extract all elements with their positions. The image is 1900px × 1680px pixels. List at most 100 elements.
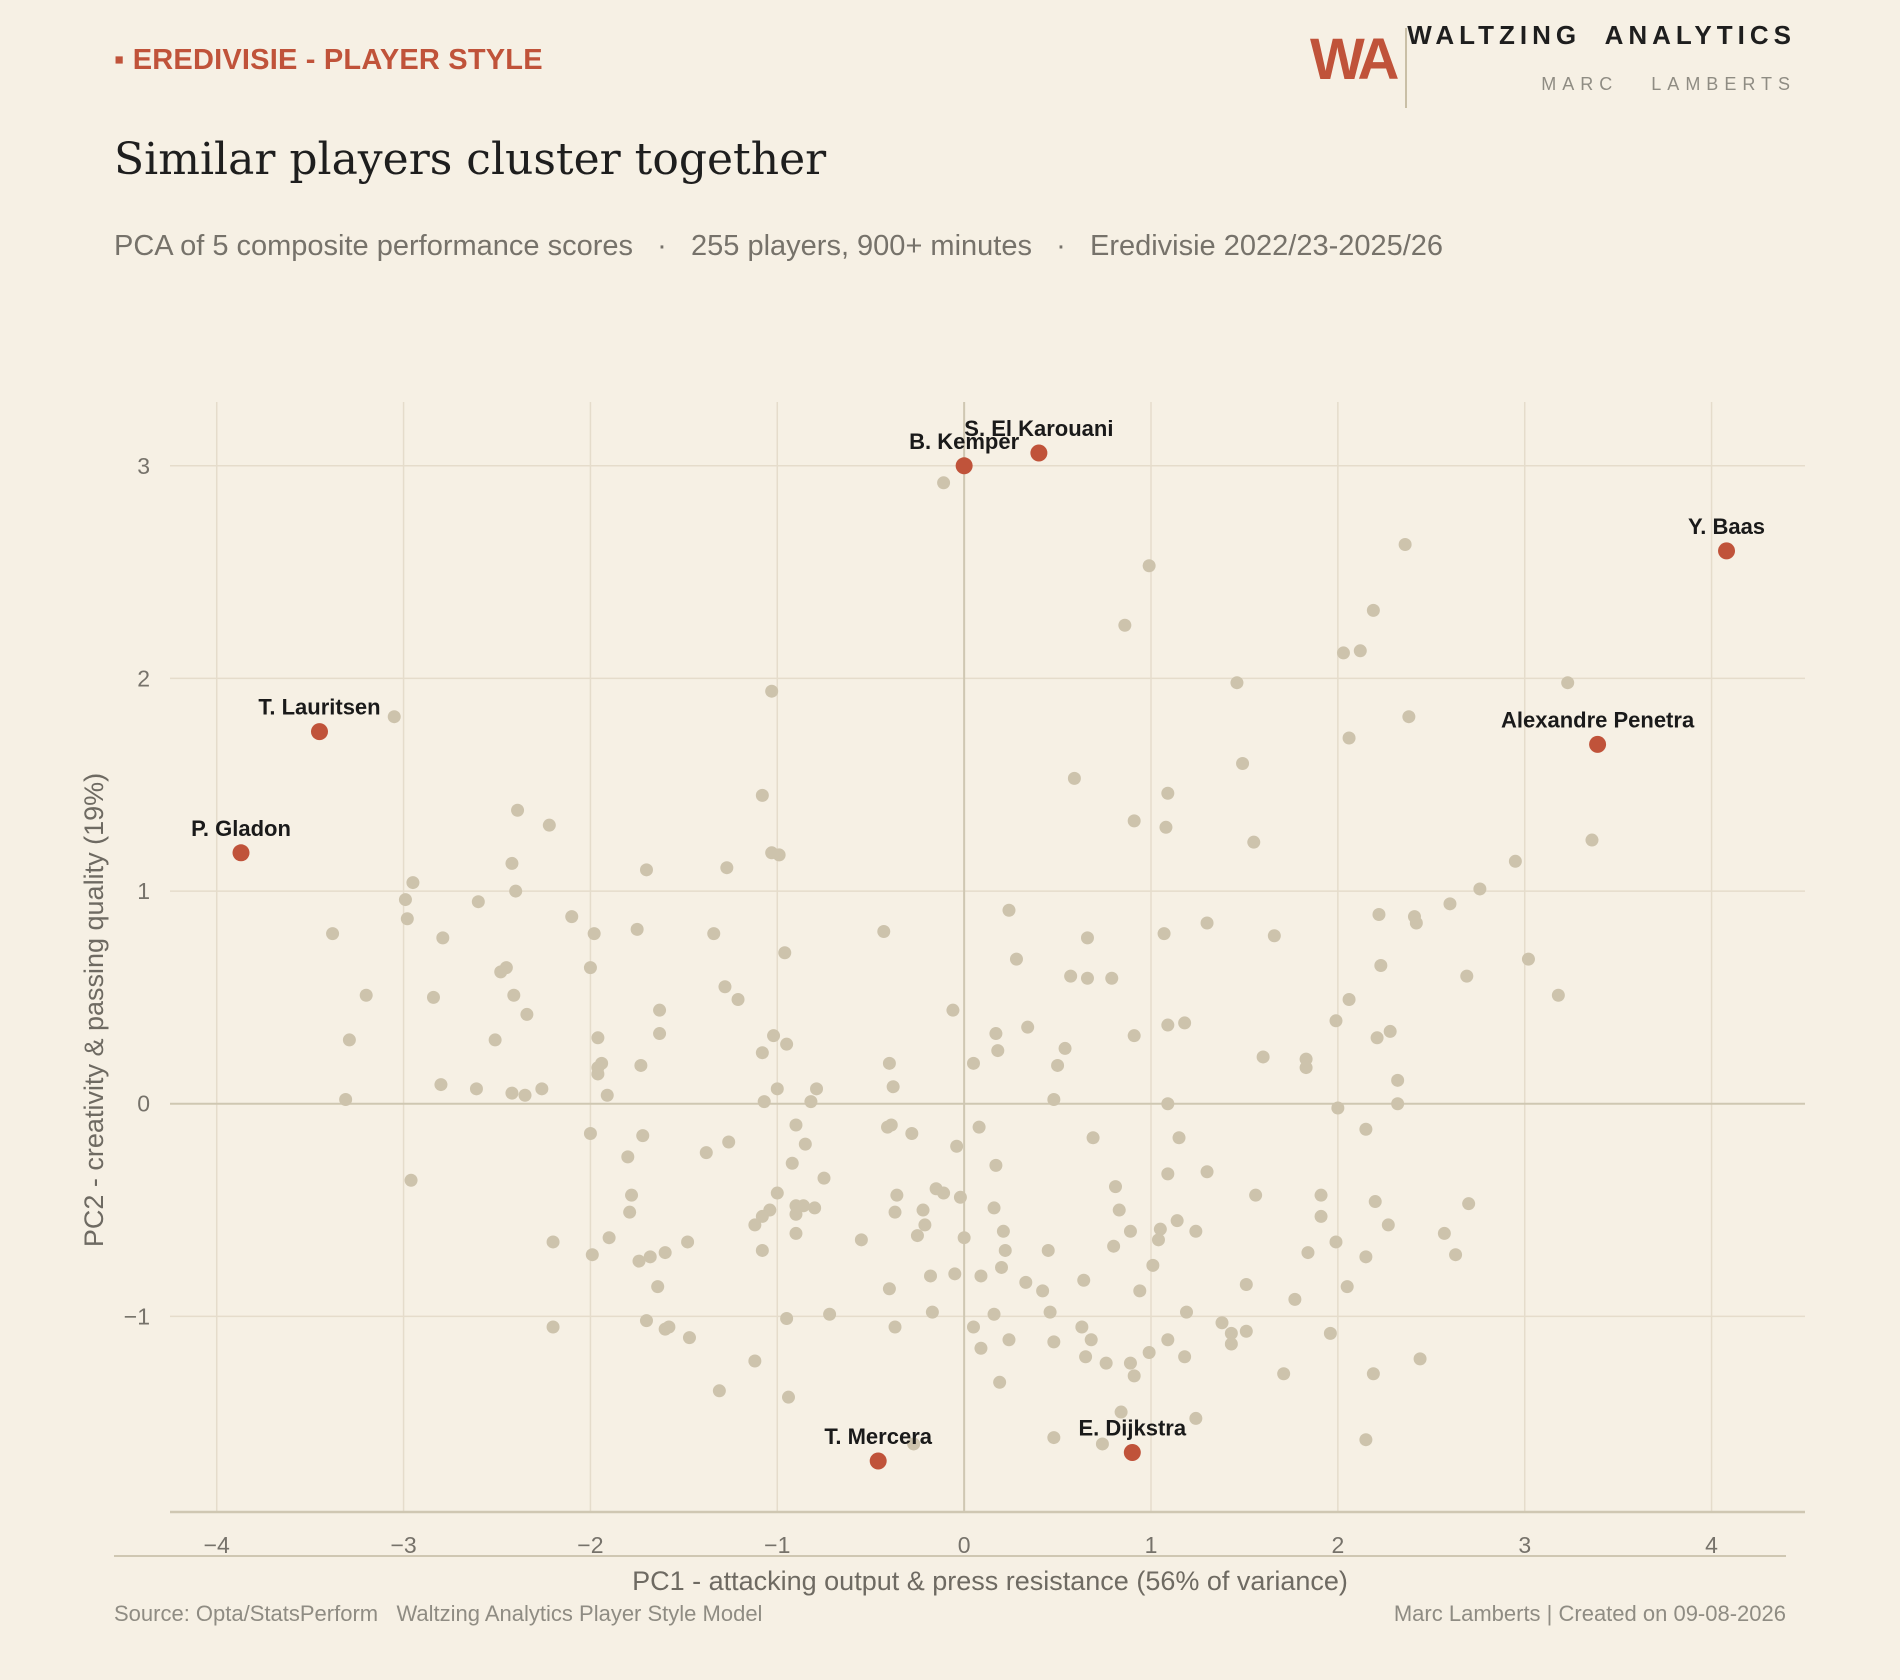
data-point [1080, 971, 1094, 985]
data-point [888, 1320, 902, 1334]
data-point [1161, 1333, 1175, 1347]
data-point [1224, 1326, 1238, 1340]
data-point [1551, 988, 1565, 1002]
data-point [925, 1305, 939, 1319]
data-point [1249, 1188, 1263, 1202]
data-point [755, 1046, 769, 1060]
data-point [658, 1246, 672, 1260]
data-point [359, 988, 373, 1002]
data-point [882, 1056, 896, 1070]
data-point [957, 1231, 971, 1245]
data-point [1108, 1180, 1122, 1194]
y-tick-label: 3 [137, 453, 150, 479]
data-point [1224, 1337, 1238, 1351]
data-point [546, 1235, 560, 1249]
data-point [770, 1186, 784, 1200]
data-point [1340, 1280, 1354, 1294]
data-point [950, 1139, 964, 1153]
data-point [505, 1086, 519, 1100]
data-point [854, 1233, 868, 1247]
data-point [583, 961, 597, 975]
x-tick-label: 1 [1145, 1532, 1158, 1558]
x-tick-label: −2 [577, 1532, 603, 1558]
data-point [1178, 1350, 1192, 1364]
data-point [882, 1282, 896, 1296]
data-point [1142, 559, 1156, 573]
data-point [1359, 1433, 1373, 1447]
data-point [1021, 1020, 1035, 1034]
data-point [781, 1390, 795, 1404]
data-point [780, 1037, 794, 1051]
data-point [1323, 1326, 1337, 1340]
data-point [632, 1254, 646, 1268]
data-point [804, 1095, 818, 1109]
data-point [1215, 1316, 1229, 1330]
data-point [1336, 646, 1350, 660]
data-point [1064, 969, 1078, 983]
data-point [1329, 1014, 1343, 1028]
data-point [1105, 971, 1119, 985]
data-point [630, 922, 644, 936]
data-point [1370, 1031, 1384, 1045]
data-point [653, 1027, 667, 1041]
data-point [907, 1437, 921, 1451]
data-point [1239, 1324, 1253, 1338]
data-point [1267, 929, 1281, 943]
data-point [810, 1082, 824, 1096]
data-point [755, 1209, 769, 1223]
data-point [1002, 903, 1016, 917]
data-point [953, 1190, 967, 1204]
data-point [600, 1088, 614, 1102]
x-tick-label: −1 [764, 1532, 790, 1558]
data-point [1247, 835, 1261, 849]
x-tick-label: 2 [1331, 1532, 1344, 1558]
brand-logo: WA [1310, 27, 1399, 92]
data-point [1084, 1333, 1098, 1347]
data-point [326, 927, 340, 941]
data-point [1473, 882, 1487, 896]
data-point [1372, 907, 1386, 921]
data-point [1200, 916, 1214, 930]
data-point [1161, 1167, 1175, 1181]
data-point [1019, 1275, 1033, 1289]
data-point [434, 1078, 448, 1092]
data-point [991, 1044, 1005, 1058]
source-note: Source: Opta/StatsPerform Waltzing Analy… [114, 1601, 763, 1626]
data-point [436, 931, 450, 945]
data-point [634, 1058, 648, 1072]
x-tick-label: 0 [958, 1532, 971, 1558]
brand-author: MARC LAMBERTS [1541, 74, 1796, 94]
data-point [817, 1171, 831, 1185]
data-point [682, 1331, 696, 1345]
data-point [1381, 1218, 1395, 1232]
data-point [511, 803, 525, 817]
data-point [1178, 1016, 1192, 1030]
data-point [998, 1243, 1012, 1257]
data-point [731, 993, 745, 1007]
data-point [1159, 820, 1173, 834]
data-point [780, 1311, 794, 1325]
data-point [426, 990, 440, 1004]
data-point [966, 1320, 980, 1334]
data-point [1151, 1233, 1165, 1247]
data-point [583, 1126, 597, 1140]
data-point [1374, 959, 1388, 973]
data-point [1041, 1243, 1055, 1257]
data-point [1146, 1258, 1160, 1272]
data-point [471, 895, 485, 909]
data-point [623, 1205, 637, 1219]
data-point [1047, 1092, 1061, 1106]
data-point [1331, 1101, 1345, 1115]
highlighted-point [1589, 735, 1607, 753]
data-point [707, 927, 721, 941]
data-point [535, 1082, 549, 1096]
data-point [1277, 1367, 1291, 1381]
highlighted-point [955, 457, 973, 475]
data-point [1161, 1097, 1175, 1111]
data-point [877, 924, 891, 938]
data-point [720, 861, 734, 875]
data-point [966, 1056, 980, 1070]
data-point [929, 1182, 943, 1196]
data-point [1508, 854, 1522, 868]
data-point [518, 1088, 532, 1102]
